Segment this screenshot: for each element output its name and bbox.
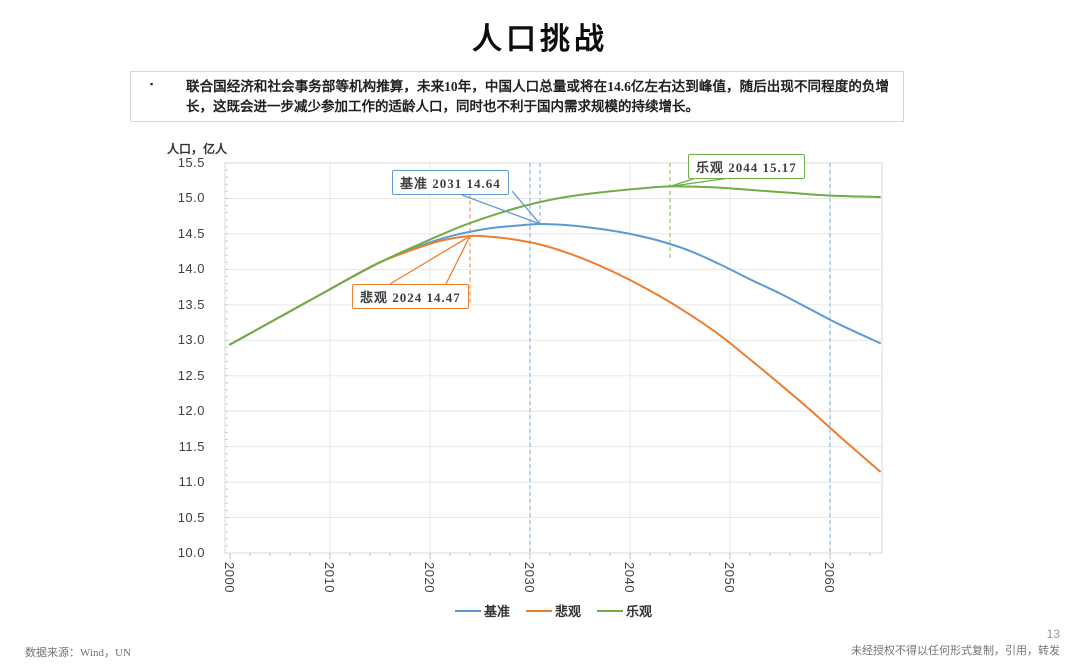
bullet-marker: ▪ xyxy=(150,79,154,89)
legend-line-swatch xyxy=(597,609,623,612)
x-tick-label: 2000 xyxy=(222,562,237,593)
annotation-基准: 基准 2031 14.64 xyxy=(392,170,509,195)
series-line-悲观 xyxy=(229,234,881,473)
page-title: 人口挑战 xyxy=(472,23,608,56)
legend-item-乐观: 乐观 xyxy=(597,601,652,620)
series-line-乐观 xyxy=(229,185,881,346)
y-tick-label: 13.5 xyxy=(177,296,205,312)
y-tick-label: 10.5 xyxy=(177,509,205,525)
x-tick-label: 2020 xyxy=(422,562,437,593)
annotation-悲观: 悲观 2024 14.47 xyxy=(352,284,469,309)
series-line-基准 xyxy=(229,223,881,346)
y-tick-label: 10.0 xyxy=(177,545,205,560)
summary-box: ▪ 联合国经济和社会事务部等机构推算，未来10年，中国人口总量或将在14.6亿左… xyxy=(130,71,904,122)
y-tick-label: 15.5 xyxy=(177,155,205,170)
callout-leader-line xyxy=(445,235,471,285)
legend-label: 乐观 xyxy=(626,604,653,619)
legend-label: 悲观 xyxy=(554,604,581,619)
annotation-乐观: 乐观 2044 15.17 xyxy=(688,154,805,179)
plot-border xyxy=(224,162,883,554)
x-tick-label: 2010 xyxy=(322,562,337,593)
y-tick-label: 13.0 xyxy=(177,332,205,348)
x-tick-label: 2040 xyxy=(622,562,637,593)
x-tick-label: 2050 xyxy=(722,562,737,593)
data-source: 数据来源：Wind，UN xyxy=(25,647,131,659)
callout-leader-line xyxy=(389,235,471,285)
page-number: 13 xyxy=(1046,627,1060,641)
y-tick-label: 11.0 xyxy=(178,474,205,490)
y-tick-label: 12.5 xyxy=(177,367,205,383)
legend-item-悲观: 悲观 xyxy=(525,601,581,620)
legend-item-基准: 基准 xyxy=(454,601,510,620)
callout-leader-line xyxy=(461,194,541,225)
legend-line-swatch xyxy=(454,609,481,612)
x-tick-label: 2030 xyxy=(522,562,537,593)
legend-line-swatch xyxy=(525,609,552,612)
y-tick-label: 12.0 xyxy=(177,403,205,419)
x-tick-label: 2060 xyxy=(822,562,837,593)
summary-text: 联合国经济和社会事务部等机构推算，未来10年，中国人口总量或将在14.6亿左右达… xyxy=(186,79,889,114)
y-tick-label: 14.0 xyxy=(177,261,205,277)
chart-legend: 基准 悲观 乐观 xyxy=(225,601,882,620)
footer-right: 13 未经授权不得以任何形式复制，引用，转发 xyxy=(851,627,1060,658)
y-tick-label: 14.5 xyxy=(177,225,205,241)
y-axis-title: 人口，亿人 xyxy=(167,142,228,156)
y-tick-label: 15.0 xyxy=(177,190,205,206)
legend-label: 基准 xyxy=(483,604,510,619)
y-tick-label: 11.5 xyxy=(178,438,205,454)
disclaimer: 未经授权不得以任何形式复制，引用，转发 xyxy=(851,645,1060,657)
callout-leader-line xyxy=(511,190,541,225)
